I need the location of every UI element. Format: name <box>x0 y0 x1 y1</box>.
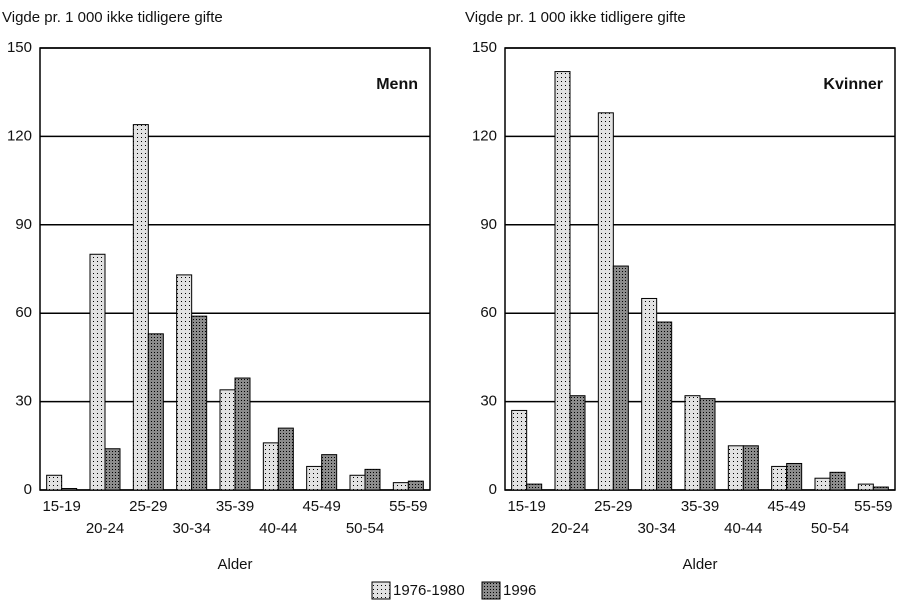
bar <box>786 462 803 491</box>
y-tick-label: 150 <box>7 39 32 56</box>
bar <box>306 465 323 491</box>
y-axis-title: Vigde pr. 1 000 ikke tidligere gifte <box>2 9 223 26</box>
bar <box>641 297 658 491</box>
x-axis-title: Alder <box>217 556 252 573</box>
bar <box>234 377 251 491</box>
bar <box>132 124 149 491</box>
legend-label: 1976-1980 <box>393 582 465 599</box>
bar <box>262 442 279 491</box>
bar <box>321 454 338 491</box>
y-tick-label: 0 <box>24 481 32 498</box>
panel-label: Kvinner <box>823 76 883 93</box>
bar <box>526 483 543 491</box>
x-tick-label: 15-19 <box>42 498 80 515</box>
x-tick-label: 35-39 <box>681 498 719 515</box>
bar <box>364 468 381 491</box>
bar <box>46 474 63 491</box>
x-tick-label: 40-44 <box>259 520 297 537</box>
x-tick-label: 55-59 <box>854 498 892 515</box>
bar <box>814 477 831 491</box>
x-tick-label: 25-29 <box>129 498 167 515</box>
x-tick-label: 20-24 <box>86 520 124 537</box>
bar <box>104 448 121 491</box>
x-tick-label: 40-44 <box>724 520 762 537</box>
bar <box>742 445 759 491</box>
bar <box>597 112 614 491</box>
x-tick-label: 50-54 <box>811 520 849 537</box>
y-tick-label: 60 <box>480 304 497 321</box>
y-tick-label: 30 <box>480 393 497 410</box>
bar <box>771 465 788 491</box>
y-tick-label: 150 <box>472 39 497 56</box>
y-tick-label: 0 <box>489 481 497 498</box>
legend-swatch <box>371 581 391 600</box>
bar <box>219 389 236 491</box>
bar <box>699 398 716 491</box>
y-tick-label: 120 <box>7 127 32 144</box>
y-tick-label: 30 <box>15 393 32 410</box>
legend-swatch <box>481 581 501 600</box>
y-tick-label: 120 <box>472 127 497 144</box>
bar <box>61 488 78 491</box>
bar <box>569 395 586 491</box>
bar <box>829 471 846 491</box>
panel-label: Menn <box>376 76 418 93</box>
x-tick-label: 45-49 <box>767 498 805 515</box>
bar <box>554 71 571 491</box>
bar <box>656 321 673 491</box>
x-axis-title: Alder <box>682 556 717 573</box>
y-axis-title: Vigde pr. 1 000 ikke tidligere gifte <box>465 9 686 26</box>
bar <box>612 265 629 491</box>
bar <box>176 274 193 491</box>
bar <box>857 483 874 491</box>
bar <box>147 333 164 491</box>
bar <box>191 315 208 491</box>
x-tick-label: 35-39 <box>216 498 254 515</box>
bar <box>684 395 701 491</box>
x-tick-label: 50-54 <box>346 520 384 537</box>
x-tick-label: 25-29 <box>594 498 632 515</box>
y-tick-label: 60 <box>15 304 32 321</box>
x-tick-label: 15-19 <box>507 498 545 515</box>
legend-label: 1996 <box>503 582 536 599</box>
x-tick-label: 45-49 <box>302 498 340 515</box>
x-tick-label: 20-24 <box>551 520 589 537</box>
x-tick-label: 55-59 <box>389 498 427 515</box>
x-tick-label: 30-34 <box>637 520 675 537</box>
bar <box>392 482 409 491</box>
bar <box>511 409 528 491</box>
bar <box>89 253 106 491</box>
bar <box>407 480 424 491</box>
bar <box>872 486 889 491</box>
bar <box>349 474 366 491</box>
y-tick-label: 90 <box>15 216 32 233</box>
bar <box>277 427 294 491</box>
y-tick-label: 90 <box>480 216 497 233</box>
bar <box>727 445 744 491</box>
x-tick-label: 30-34 <box>172 520 210 537</box>
